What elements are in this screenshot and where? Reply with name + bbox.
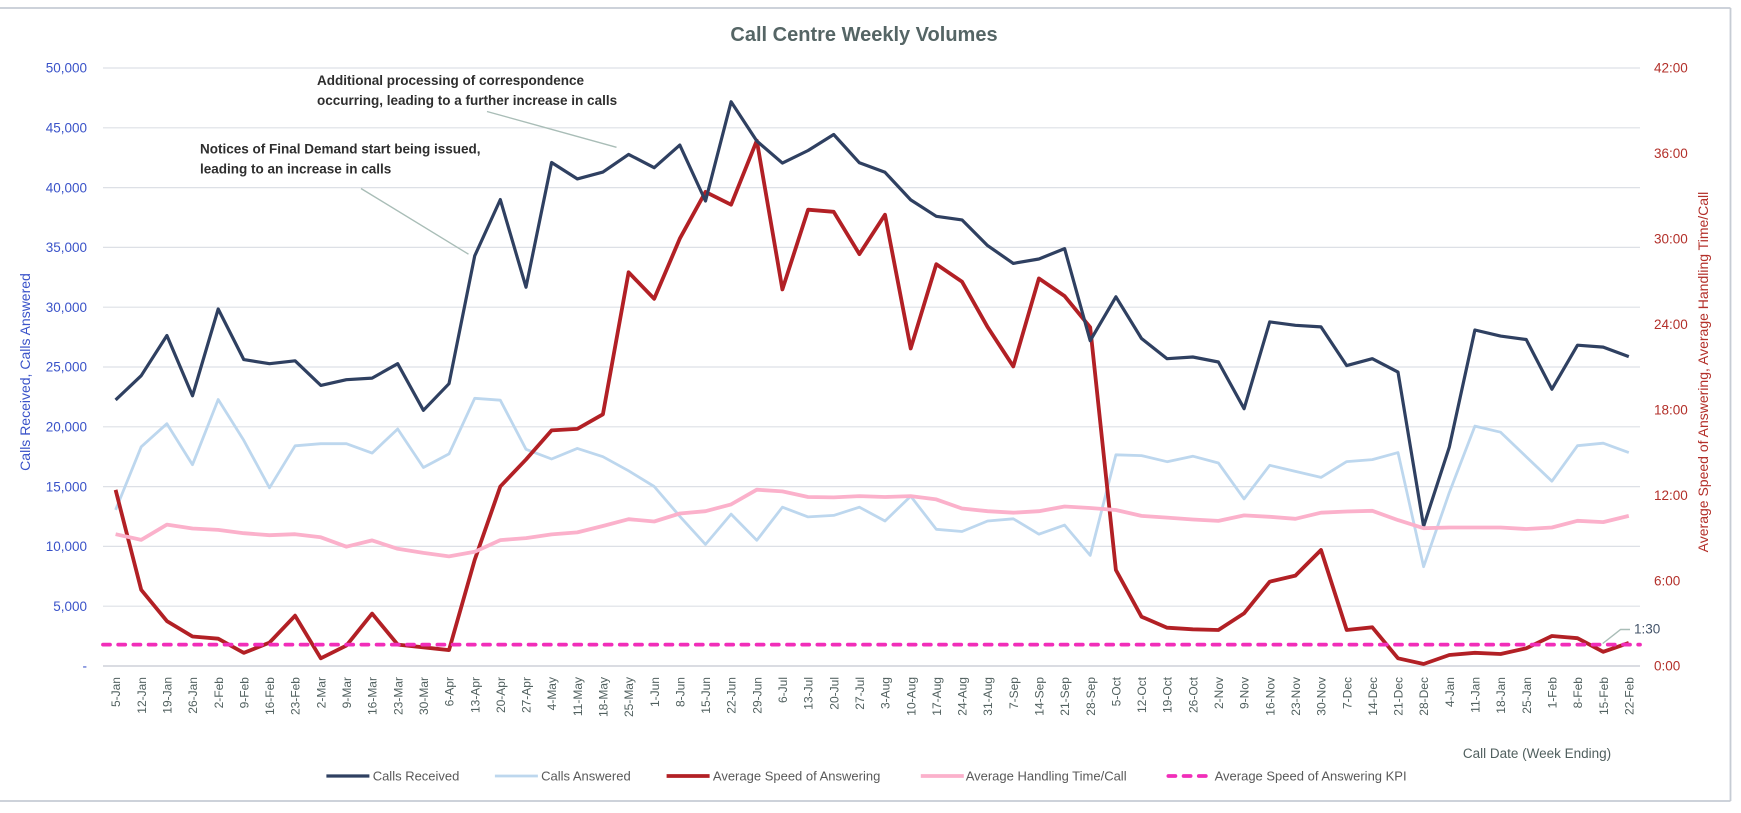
svg-text:8-Feb: 8-Feb <box>1571 677 1585 709</box>
svg-text:12-Jan: 12-Jan <box>135 677 149 714</box>
svg-text:24-Aug: 24-Aug <box>956 677 970 716</box>
svg-text:12:00: 12:00 <box>1654 488 1688 503</box>
svg-text:leading to an increase in call: leading to an increase in calls <box>200 162 391 177</box>
svg-text:30:00: 30:00 <box>1654 232 1688 247</box>
svg-text:10-Aug: 10-Aug <box>904 677 918 716</box>
svg-text:13-Apr: 13-Apr <box>468 677 482 713</box>
svg-text:18:00: 18:00 <box>1654 402 1688 417</box>
svg-text:20-Apr: 20-Apr <box>494 677 508 713</box>
svg-text:11-Jan: 11-Jan <box>1469 677 1483 713</box>
svg-text:6-Jul: 6-Jul <box>776 677 790 703</box>
svg-text:23-Mar: 23-Mar <box>391 677 405 715</box>
svg-text:13-Jul: 13-Jul <box>802 677 816 710</box>
svg-text:9-Nov: 9-Nov <box>1238 677 1252 709</box>
svg-text:19-Jan: 19-Jan <box>161 677 175 714</box>
svg-text:28-Dec: 28-Dec <box>1417 677 1431 716</box>
svg-text:3-Aug: 3-Aug <box>879 677 893 709</box>
svg-text:16-Mar: 16-Mar <box>366 677 380 715</box>
svg-text:25,000: 25,000 <box>46 360 87 375</box>
svg-text:6-Apr: 6-Apr <box>443 677 457 706</box>
svg-text:Calls Answered: Calls Answered <box>541 769 631 784</box>
svg-text:Average Speed of Answering KPI: Average Speed of Answering KPI <box>1215 769 1407 784</box>
svg-text:30-Mar: 30-Mar <box>417 677 431 715</box>
svg-text:40,000: 40,000 <box>46 180 87 195</box>
svg-text:2-Nov: 2-Nov <box>1212 677 1226 709</box>
svg-text:30-Nov: 30-Nov <box>1315 677 1329 716</box>
svg-text:Average Speed of Answering: Average Speed of Answering <box>713 769 880 784</box>
svg-text:27-Jul: 27-Jul <box>853 677 867 710</box>
svg-text:16-Feb: 16-Feb <box>263 677 277 715</box>
svg-text:21-Dec: 21-Dec <box>1392 677 1406 716</box>
svg-text:22-Feb: 22-Feb <box>1622 677 1636 715</box>
svg-text:28-Sep: 28-Sep <box>1084 677 1098 716</box>
svg-text:42:00: 42:00 <box>1654 61 1688 76</box>
svg-text:5,000: 5,000 <box>53 599 87 614</box>
svg-text:Calls Received: Calls Received <box>373 769 460 784</box>
svg-text:50,000: 50,000 <box>46 61 87 76</box>
svg-text:45,000: 45,000 <box>46 121 87 136</box>
svg-text:occurring, leading to a furthe: occurring, leading to a further increase… <box>317 93 617 108</box>
svg-text:Call Centre Weekly Volumes: Call Centre Weekly Volumes <box>730 24 997 46</box>
svg-text:9-Feb: 9-Feb <box>237 677 251 709</box>
svg-text:Call Date (Week Ending): Call Date (Week Ending) <box>1463 746 1611 761</box>
svg-text:21-Sep: 21-Sep <box>1058 677 1072 716</box>
svg-text:Average Handling Time/Call: Average Handling Time/Call <box>966 769 1127 784</box>
svg-text:1-Feb: 1-Feb <box>1546 677 1560 709</box>
svg-text:1:30: 1:30 <box>1634 622 1660 637</box>
svg-text:15,000: 15,000 <box>46 479 87 494</box>
svg-text:23-Feb: 23-Feb <box>289 677 303 715</box>
svg-text:6:00: 6:00 <box>1654 573 1680 588</box>
svg-text:15-Jun: 15-Jun <box>699 677 713 714</box>
svg-text:26-Jan: 26-Jan <box>186 677 200 714</box>
svg-text:2-Feb: 2-Feb <box>212 677 226 709</box>
svg-text:17-Aug: 17-Aug <box>930 677 944 716</box>
svg-text:Calls Received, Calls Answered: Calls Received, Calls Answered <box>17 273 33 471</box>
svg-text:11-May: 11-May <box>571 677 585 716</box>
svg-text:4-Jan: 4-Jan <box>1443 677 1457 707</box>
svg-text:27-Apr: 27-Apr <box>520 677 534 713</box>
svg-text:8-Jun: 8-Jun <box>673 677 687 707</box>
svg-text:35,000: 35,000 <box>46 240 87 255</box>
svg-text:9-Mar: 9-Mar <box>340 677 354 708</box>
svg-text:7-Dec: 7-Dec <box>1340 677 1354 709</box>
svg-text:29-Jun: 29-Jun <box>750 677 764 714</box>
svg-text:5-Jan: 5-Jan <box>109 677 123 707</box>
svg-text:Notices of Final Demand start: Notices of Final Demand start being issu… <box>200 142 481 157</box>
svg-text:5-Oct: 5-Oct <box>1110 676 1124 706</box>
svg-text:18-May: 18-May <box>597 677 611 717</box>
svg-text:18-Jan: 18-Jan <box>1494 677 1508 714</box>
svg-text:19-Oct: 19-Oct <box>1161 676 1175 713</box>
svg-text:Additional processing of corre: Additional processing of correspondence <box>317 73 585 88</box>
svg-text:2-Mar: 2-Mar <box>314 677 328 708</box>
svg-text:24:00: 24:00 <box>1654 317 1688 332</box>
svg-text:31-Aug: 31-Aug <box>981 677 995 716</box>
svg-text:30,000: 30,000 <box>46 300 87 315</box>
svg-text:23-Nov: 23-Nov <box>1289 677 1303 716</box>
svg-text:16-Nov: 16-Nov <box>1263 677 1277 716</box>
svg-text:4-May: 4-May <box>545 677 559 710</box>
svg-text:36:00: 36:00 <box>1654 146 1688 161</box>
svg-text:25-Jan: 25-Jan <box>1520 677 1534 714</box>
svg-text:10,000: 10,000 <box>46 539 87 554</box>
svg-text:25-May: 25-May <box>622 677 636 717</box>
svg-text:12-Oct: 12-Oct <box>1135 676 1149 713</box>
svg-text:1-Jun: 1-Jun <box>648 677 662 707</box>
svg-text:Average Speed of Answering, Av: Average Speed of Answering, Average Hand… <box>1695 192 1711 553</box>
svg-text:14-Dec: 14-Dec <box>1366 677 1380 716</box>
svg-text:14-Sep: 14-Sep <box>1033 677 1047 716</box>
svg-text:15-Feb: 15-Feb <box>1597 677 1611 715</box>
svg-text:7-Sep: 7-Sep <box>1007 677 1021 709</box>
svg-text:26-Oct: 26-Oct <box>1186 676 1200 713</box>
svg-text:20,000: 20,000 <box>46 420 87 435</box>
svg-text:20-Jul: 20-Jul <box>827 677 841 710</box>
svg-text:22-Jun: 22-Jun <box>725 677 739 714</box>
svg-text:0:00: 0:00 <box>1654 659 1680 674</box>
svg-text:-: - <box>83 659 88 674</box>
